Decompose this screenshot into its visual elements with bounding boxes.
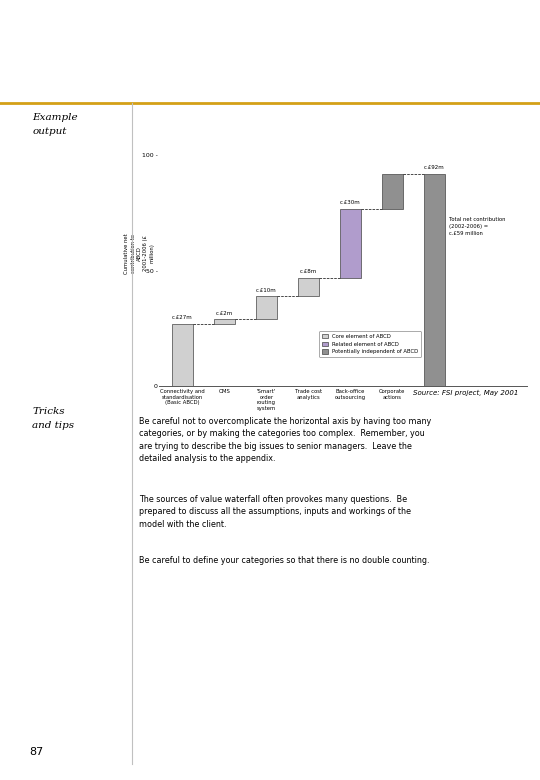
- Text: The sources of value waterfall often provokes many questions.  Be
prepared to di: The sources of value waterfall often pro…: [139, 495, 411, 529]
- Legend: Core element of ABCD, Related element of ABCD, Potentially independent of ABCD: Core element of ABCD, Related element of…: [319, 332, 421, 357]
- Text: c.£27m: c.£27m: [172, 315, 193, 321]
- Text: output: output: [32, 127, 67, 136]
- Text: Be careful not to overcomplicate the horizontal axis by having too many
categori: Be careful not to overcomplicate the hor…: [139, 417, 431, 463]
- Text: Source: FSI project, May 2001: Source: FSI project, May 2001: [413, 390, 518, 396]
- Bar: [298, 278, 319, 296]
- Text: 87: 87: [30, 746, 44, 757]
- Bar: [424, 174, 444, 386]
- Y-axis label: Cumulative net
contribution to
ABCD
2001-2006 (£
million): Cumulative net contribution to ABCD 2001…: [124, 233, 154, 274]
- Text: c.£30m: c.£30m: [340, 200, 361, 205]
- Bar: [172, 324, 193, 386]
- Bar: [256, 296, 277, 319]
- Text: Total net contribution
(2002-2006) =
c.£59 million: Total net contribution (2002-2006) = c.£…: [449, 218, 505, 236]
- Text: Example: Example: [32, 113, 78, 122]
- Text: c.£10m: c.£10m: [256, 288, 276, 292]
- Text: Be careful to define your categories so that there is no double counting.: Be careful to define your categories so …: [139, 556, 430, 566]
- Text: c.£8m: c.£8m: [300, 269, 317, 275]
- Bar: [382, 174, 403, 208]
- Bar: [340, 208, 361, 278]
- Bar: [214, 319, 235, 324]
- Text: c.£2m: c.£2m: [215, 310, 233, 316]
- Text: Tricks: Tricks: [32, 407, 65, 417]
- Text: c.£92m: c.£92m: [424, 165, 444, 171]
- Text: and tips: and tips: [32, 421, 75, 431]
